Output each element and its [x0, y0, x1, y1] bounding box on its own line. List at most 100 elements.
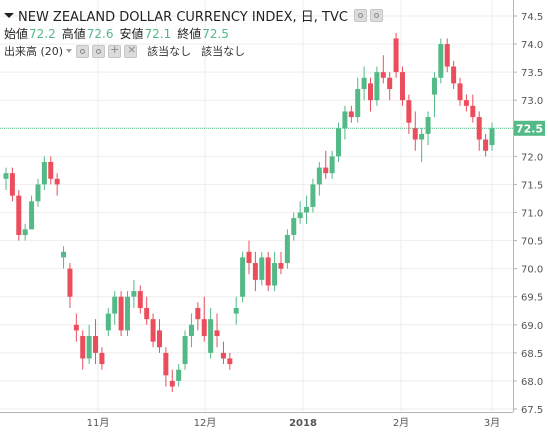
high-value: 72.6: [86, 26, 114, 41]
candle-body: [240, 257, 246, 297]
price-tick-label: 68.5: [521, 349, 543, 360]
time-tick-label: 11月: [87, 417, 110, 429]
candle-body: [214, 330, 220, 337]
legend-ohlc-row: 始値 72.2 高値 72.6 安値 72.1 終値 72.5: [4, 25, 235, 42]
volume-eye-icon[interactable]: [76, 44, 90, 58]
last-price-badge: 72.5: [514, 120, 545, 136]
candle-body: [393, 38, 399, 73]
candle-body: [284, 234, 290, 264]
candle-body: [105, 313, 111, 331]
volume-label: 出来高 (20): [4, 45, 64, 58]
candle-body: [61, 251, 67, 258]
candle-body: [457, 83, 463, 101]
price-tick-label: 67.5: [521, 405, 543, 416]
candle-body: [489, 128, 495, 146]
candle-body: [118, 296, 124, 331]
candle-body: [3, 173, 9, 179]
candle-body: [233, 307, 239, 314]
candle-body: [431, 77, 437, 95]
volume-value-2: 該当なし: [201, 45, 246, 58]
price-tick-label: 70.5: [521, 237, 543, 248]
candle-body: [380, 72, 386, 78]
candle-body: [278, 263, 284, 269]
time-tick-label: 2月: [393, 417, 409, 429]
candle-body: [144, 307, 150, 320]
candle-body: [246, 251, 252, 264]
candle-body: [131, 291, 137, 297]
settings-icon[interactable]: [369, 9, 383, 22]
candle-body: [316, 167, 322, 185]
time-axis: 11月 12月 2018 2月 3月: [87, 417, 501, 429]
candle-body: [374, 72, 380, 101]
candle-body: [310, 184, 316, 207]
close-label: 終値: [177, 27, 202, 41]
candle-body: [368, 83, 373, 101]
candle-body: [387, 77, 393, 89]
candle-body: [99, 352, 105, 365]
candle-body: [304, 206, 310, 213]
grid: [0, 0, 513, 412]
legend-volume-row: 出来高 (20) 該当なし 該当なし: [4, 43, 245, 59]
candle-body: [156, 330, 162, 348]
candle-body: [93, 336, 99, 353]
candle-body: [406, 100, 412, 123]
candle-body: [463, 100, 469, 106]
candle-body: [73, 324, 79, 331]
candle-body: [438, 44, 444, 78]
candle-body: [355, 88, 361, 118]
candle-body: [54, 178, 60, 185]
volume-dropdown-icon[interactable]: [66, 49, 73, 53]
volume-settings-icon[interactable]: [92, 44, 106, 58]
volume-close-icon[interactable]: [124, 43, 138, 58]
candle-body: [342, 111, 348, 129]
price-tick-label: 70.0: [521, 265, 543, 276]
price-axis: 74.5 74.0 73.5 73.0 72.5 72.0 71.5 71.0 70.5 70.0…: [513, 12, 543, 416]
price-tick-label: 71.0: [521, 209, 543, 220]
candle-body: [348, 111, 354, 118]
price-tick-label: 69.0: [521, 321, 543, 332]
candle-body: [195, 307, 201, 320]
candle-body: [425, 117, 431, 134]
candle-body: [163, 352, 169, 376]
volume-add-icon[interactable]: [108, 43, 122, 58]
open-label: 始値: [4, 27, 29, 41]
candle-body: [476, 117, 482, 140]
candles: [3, 32, 495, 393]
candle-body: [169, 380, 175, 387]
candle-body: [329, 156, 335, 174]
candle-body: [35, 184, 41, 202]
low-value: 72.1: [144, 26, 172, 41]
candle-body: [201, 319, 207, 337]
volume-value-1: 該当なし: [147, 45, 192, 58]
candle-body: [272, 263, 278, 286]
candle-body: [41, 161, 47, 185]
candle-body: [470, 105, 476, 118]
price-tick-label: 73.5: [521, 68, 543, 79]
eye-icon[interactable]: [353, 9, 367, 22]
last-price-label: 72.5: [516, 122, 543, 135]
candle-body: [323, 167, 329, 174]
candle-body: [451, 66, 457, 84]
candle-body: [137, 291, 143, 308]
candle-body: [336, 128, 342, 157]
candle-body: [208, 319, 214, 353]
candle-body: [125, 296, 130, 331]
collapse-arrow-icon[interactable]: [4, 13, 14, 18]
candle-body: [297, 212, 303, 219]
time-tick-label: 12月: [194, 417, 217, 429]
candle-body: [399, 72, 405, 101]
time-tick-label: 2018: [289, 418, 317, 429]
candle-body: [291, 218, 297, 235]
candle-body: [80, 336, 86, 359]
candle-body: [16, 195, 22, 235]
candle-body: [150, 319, 156, 342]
low-label: 安値: [119, 27, 144, 41]
candle-body: [22, 229, 28, 235]
legend-symbol-row: NEW ZEALAND DOLLAR CURRENCY INDEX, 日, TV…: [4, 6, 383, 25]
symbol-title: NEW ZEALAND DOLLAR CURRENCY INDEX, 日, TV…: [18, 10, 348, 25]
candle-body: [29, 201, 35, 230]
time-tick-label: 3月: [484, 417, 500, 429]
price-tick-label: 73.0: [521, 96, 543, 107]
